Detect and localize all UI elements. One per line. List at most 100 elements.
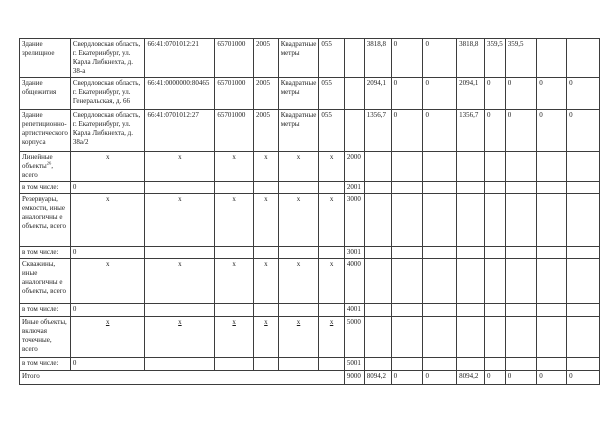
cell-text: x <box>264 259 268 268</box>
table-cell: 4000 <box>343 257 365 304</box>
table-cell <box>483 356 506 371</box>
table-cell <box>456 356 485 371</box>
table-cell: 055 <box>318 38 345 78</box>
row-reservoirs-total: Резервуары, емкости, иные аналогичны е о… <box>19 192 600 247</box>
cell-text: x <box>178 317 182 326</box>
table-cell <box>536 245 568 259</box>
table-cell: x <box>277 192 320 247</box>
table-cell: 65701000 <box>214 38 255 78</box>
table-cell: в том числе: <box>19 302 71 317</box>
table-cell: Здание зрелищное <box>19 38 71 78</box>
table-cell <box>390 356 424 371</box>
table-cell: Резервуары, емкости, иные аналогичны е о… <box>19 192 71 247</box>
row-other-objects-detail: в том числе: 0 5001 <box>19 356 600 371</box>
table-cell: x <box>69 315 146 358</box>
table-cell: 5000 <box>343 315 365 358</box>
table-cell: Свердловская область, г. Екатеринбург, у… <box>69 76 146 110</box>
table-cell: x <box>214 150 255 182</box>
table-cell <box>536 315 568 358</box>
table-cell: 0 <box>69 356 146 371</box>
table-cell <box>536 192 568 247</box>
table-cell: 65701000 <box>214 108 255 152</box>
table-cell: 3000 <box>343 192 365 247</box>
table-cell: 359,5 <box>483 38 506 78</box>
table-cell <box>504 257 538 304</box>
table-cell <box>566 356 600 371</box>
table-cell: 1356,7 <box>456 108 485 152</box>
table-cell: x <box>277 257 320 304</box>
table-cell <box>483 315 506 358</box>
table-cell: Квадратные метры <box>277 108 320 152</box>
table-cell: 0 <box>390 76 424 110</box>
table-cell: 3001 <box>343 245 365 259</box>
table-cell: 3818,8 <box>456 38 485 78</box>
table-cell: 8094,2 <box>363 369 392 385</box>
table-cell: 4001 <box>343 302 365 317</box>
table-cell <box>483 245 506 259</box>
table-cell: 9000 <box>343 369 365 385</box>
cell-text: x <box>105 194 110 203</box>
table-cell: Скважины, иные аналогичны е объекты, все… <box>19 257 71 304</box>
table-cell <box>504 245 538 259</box>
table-cell: 0 <box>536 108 568 152</box>
table-cell: 0 <box>422 76 458 110</box>
table-cell <box>483 150 506 182</box>
table-cell: 66:41:0701012:21 <box>144 38 216 78</box>
table-cell <box>253 356 279 371</box>
table-cell: x <box>318 257 345 304</box>
cell-text: x <box>264 152 268 161</box>
table-cell: x <box>214 315 255 358</box>
table-cell: 0 <box>69 245 146 259</box>
table-cell: 0 <box>483 76 506 110</box>
cell-text: x <box>329 152 334 161</box>
row-other-objects-total: Иные объекты, включая точечные, всего x x x… <box>19 315 600 358</box>
row-linear-objects-detail: в том числе: 0 2001 <box>19 180 600 194</box>
table-cell <box>253 245 279 259</box>
cell-text: x <box>105 317 110 326</box>
table-cell: 3818,8 <box>363 38 392 78</box>
table-cell: x <box>144 315 216 358</box>
table-cell <box>363 315 392 358</box>
table-cell: 2005 <box>253 108 279 152</box>
cell-text: x <box>232 259 236 268</box>
cell-text: x <box>178 152 182 161</box>
table-cell <box>483 257 506 304</box>
table-cell: 0 <box>566 369 600 385</box>
table-cell: 0 <box>69 302 146 317</box>
cell-text: в том числе: <box>22 247 59 256</box>
table-cell: 5001 <box>343 356 365 371</box>
table-cell: 66:41:0701012:27 <box>144 108 216 152</box>
table-cell <box>504 180 538 194</box>
table-cell: 0 <box>483 108 506 152</box>
table-cell <box>456 302 485 317</box>
table-cell: 2001 <box>343 180 365 194</box>
cell-text: в том числе: <box>22 182 59 191</box>
table-cell <box>277 302 320 317</box>
table-cell <box>504 315 538 358</box>
table-cell <box>390 257 424 304</box>
table-cell <box>504 150 538 182</box>
table-cell <box>363 192 392 247</box>
table-cell: 0 <box>483 369 506 385</box>
table-cell <box>144 180 216 194</box>
table-cell <box>566 38 600 78</box>
table-cell: 0 <box>566 76 600 110</box>
table-cell <box>390 302 424 317</box>
table-cell <box>422 192 458 247</box>
table-cell <box>363 302 392 317</box>
cell-text: x <box>232 194 236 203</box>
table-cell <box>343 38 365 78</box>
table-cell: x <box>253 150 279 182</box>
table-cell: x <box>144 150 216 182</box>
table-cell <box>536 38 568 78</box>
table-cell <box>363 356 392 371</box>
row-building-theatre: Здание зрелищное Свердловская область, г.… <box>19 38 600 78</box>
table-cell <box>390 180 424 194</box>
table-cell <box>390 245 424 259</box>
table-cell <box>422 356 458 371</box>
table-cell <box>214 356 255 371</box>
table-cell <box>277 245 320 259</box>
table-cell: Свердловская область, г. Екатеринбург, у… <box>69 38 146 78</box>
table-cell <box>343 76 365 110</box>
table-cell <box>536 180 568 194</box>
